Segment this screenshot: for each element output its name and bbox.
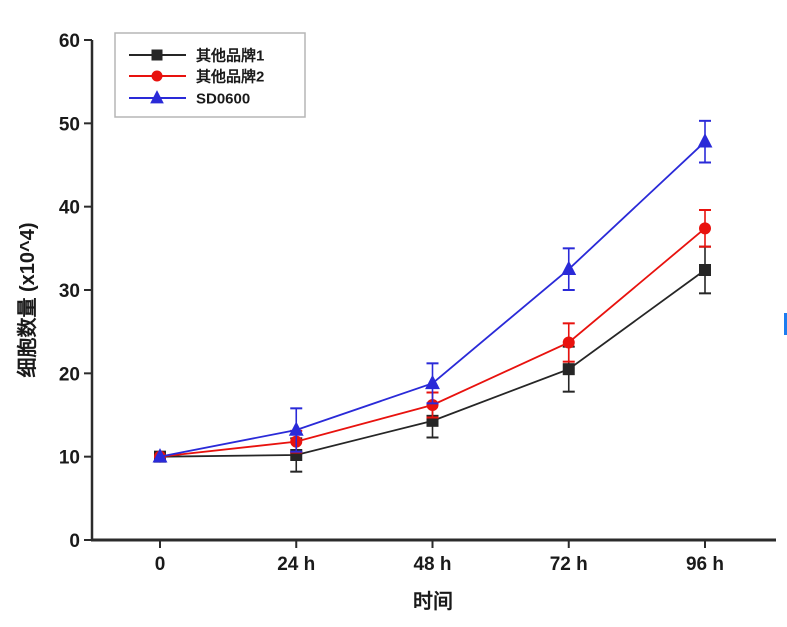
legend-entry: 其他品牌1 (129, 47, 264, 65)
y-tick-label: 10 (59, 448, 80, 469)
x-tick-label: 24 h (277, 554, 315, 575)
data-point-marker (697, 133, 713, 148)
y-tick-label: 30 (59, 281, 80, 302)
x-tick-label: 48 h (413, 554, 451, 575)
y-axis-ticks: 0 10 20 30 40 50 60 (59, 31, 92, 552)
data-point-marker (426, 399, 439, 411)
x-tick-label: 96 h (686, 554, 724, 575)
data-point-marker (562, 336, 575, 349)
legend-marker-square (151, 49, 163, 61)
data-point-marker (152, 448, 168, 463)
series-square (154, 245, 711, 473)
series-triangle (152, 119, 713, 463)
data-point-marker (288, 421, 304, 436)
legend-marker-circle (151, 70, 163, 82)
edge-artifact (784, 313, 787, 335)
data-point-marker (562, 363, 575, 376)
y-axis-title: 细胞数量 (x10^4) (15, 222, 39, 377)
legend-label: 其他品牌2 (196, 68, 264, 86)
series-group (152, 119, 713, 473)
data-point-marker (561, 260, 577, 275)
x-axis-title: 时间 (413, 590, 453, 613)
y-tick-label: 20 (59, 364, 80, 385)
legend-marker-triangle (150, 90, 164, 104)
legend-label: SD0600 (196, 91, 250, 108)
data-point-marker (699, 264, 711, 276)
y-tick-label: 0 (69, 531, 80, 552)
legend-label: 其他品牌1 (196, 47, 264, 65)
y-tick-label: 60 (59, 31, 80, 52)
y-tick-label: 40 (59, 198, 80, 219)
legend-entries: 其他品牌1 其他品牌2 SD0600 (129, 47, 264, 108)
data-point-marker (425, 374, 440, 390)
x-tick-label: 72 h (550, 554, 588, 575)
legend: 其他品牌1 其他品牌2 SD0600 (114, 32, 306, 118)
x-tick-label: 0 (155, 554, 166, 575)
y-tick-label: 50 (59, 114, 80, 135)
legend-entry: SD0600 (129, 90, 250, 108)
x-axis-ticks: 0 24 h 48 h 72 h 96 h (155, 540, 724, 575)
legend-entry: 其他品牌2 (129, 68, 264, 86)
data-point-marker (699, 222, 711, 235)
